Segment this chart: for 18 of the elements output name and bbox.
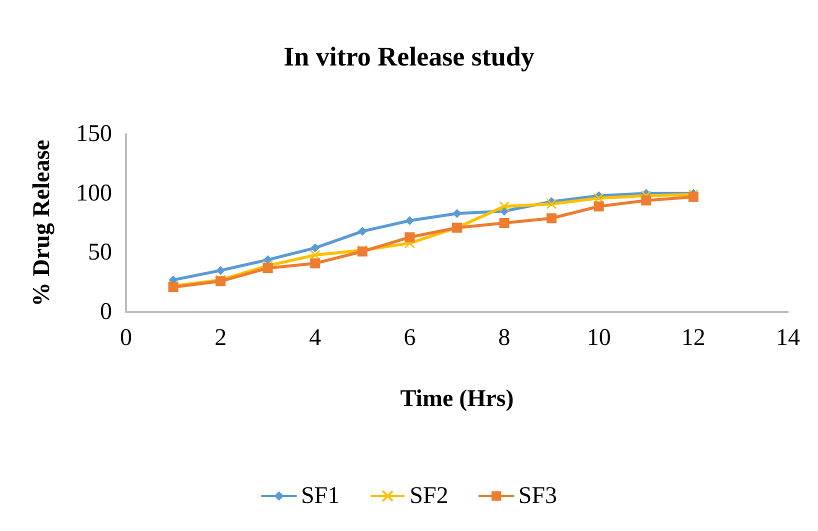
legend-label: SF1	[300, 483, 340, 509]
y-axis-title: % Drug Release	[29, 139, 55, 306]
chart-title: In vitro Release study	[284, 42, 535, 72]
legend-label: SF2	[410, 483, 448, 509]
x-tick-label: 8	[498, 325, 510, 351]
x-axis-title: Time (Hrs)	[400, 386, 514, 412]
y-tick-label: 150	[76, 121, 112, 147]
y-tick-label: 100	[76, 180, 112, 206]
x-tick-label: 10	[586, 325, 611, 351]
x-tick-label: 4	[309, 325, 322, 351]
x-tick-label: 14	[776, 325, 800, 351]
y-tick-label: 50	[88, 240, 112, 266]
x-tick-label: 2	[214, 325, 227, 351]
x-tick-label: 12	[681, 325, 706, 351]
x-tick-label: 6	[404, 325, 416, 351]
x-tick-label: 0	[120, 325, 132, 351]
legend-label: SF3	[518, 483, 558, 509]
y-tick-label: 0	[100, 299, 112, 325]
